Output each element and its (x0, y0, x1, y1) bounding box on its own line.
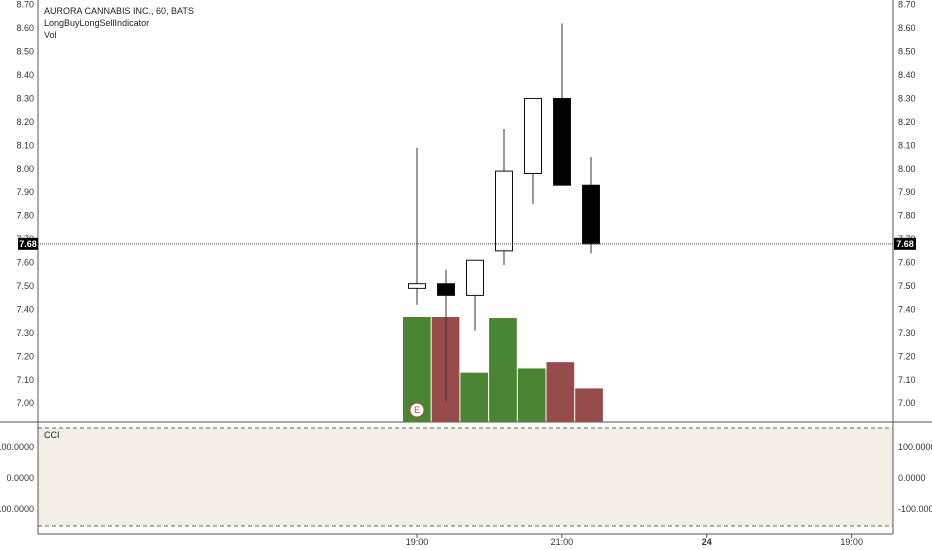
time-tick-label: 24 (702, 537, 712, 547)
price-tick-right: 7.80 (898, 211, 916, 221)
price-tick-right: 7.60 (898, 258, 916, 268)
price-tick-right: 8.70 (898, 0, 916, 10)
time-tick-label: 19:00 (840, 537, 863, 547)
last-price-badge-right (894, 237, 916, 250)
indicator-vol-label: Vol (44, 30, 57, 40)
price-tick-right: 7.10 (898, 375, 916, 385)
price-tick-right: 7.90 (898, 187, 916, 197)
candle-body (524, 97, 542, 174)
cci-tick-left-3: -100.0000 (0, 504, 34, 514)
candle-body (495, 170, 513, 252)
price-tick-right: 8.20 (898, 117, 916, 127)
volume-series (403, 317, 603, 422)
candle-body (553, 97, 571, 186)
volume-bar (460, 372, 489, 422)
earnings-marker-icon[interactable] (409, 402, 425, 418)
price-tick-right: 8.50 (898, 47, 916, 57)
volume-bar (517, 368, 546, 422)
cci-band (38, 428, 893, 526)
price-tick-right: 7.00 (898, 398, 916, 408)
candle-series (408, 23, 600, 401)
last-price-label-left: 7.68 (19, 239, 37, 249)
price-tick-left: 7.80 (16, 211, 34, 221)
price-tick-left: 7.10 (16, 375, 34, 385)
cci-tick-left-2: 0.0000 (6, 473, 34, 483)
price-tick-right: 8.40 (898, 70, 916, 80)
price-tick-left: 8.40 (16, 70, 34, 80)
price-tick-left: 8.60 (16, 23, 34, 33)
earnings-marker-label: E (414, 405, 420, 415)
candle-body (466, 259, 484, 296)
price-tick-right: 7.40 (898, 304, 916, 314)
cci-tick-right-3: -100.0000 (898, 504, 932, 514)
indicator-longbuy-label: LongBuyLongSellIndicator (44, 18, 149, 28)
price-tick-right: 8.60 (898, 23, 916, 33)
price-tick-left: 7.00 (16, 398, 34, 408)
price-tick-left: 8.20 (16, 117, 34, 127)
candle-body (408, 283, 426, 289)
price-tick-left: 7.60 (16, 258, 34, 268)
price-tick-left: 7.90 (16, 187, 34, 197)
candle-body (582, 184, 600, 245)
price-axis-right: 7.007.107.207.307.407.507.607.707.807.90… (898, 0, 916, 408)
price-tick-left: 7.50 (16, 281, 34, 291)
time-tick-label: 19:00 (406, 537, 429, 547)
cci-tick-left-1: 100.0000 (0, 442, 34, 452)
price-tick-left: 7.30 (16, 328, 34, 338)
price-tick-right: 7.30 (898, 328, 916, 338)
symbol-title: AURORA CANNABIS INC., 60, BATS (44, 6, 194, 16)
price-tick-right: 7.50 (898, 281, 916, 291)
last-price-label-right: 7.68 (896, 239, 914, 249)
volume-bar (546, 362, 575, 422)
price-tick-left: 7.40 (16, 304, 34, 314)
price-tick-left: 8.50 (16, 47, 34, 57)
price-axis-left: 7.007.107.207.307.407.507.607.707.807.90… (16, 0, 34, 408)
price-tick-left: 7.20 (16, 351, 34, 361)
price-tick-left: 8.00 (16, 164, 34, 174)
cci-tick-right-1: 100.0000 (898, 442, 932, 452)
candle-body (437, 283, 455, 296)
time-tick-label: 21:00 (551, 537, 574, 547)
price-tick-left: 8.30 (16, 93, 34, 103)
volume-bar (575, 388, 603, 422)
last-price-badge-left (18, 237, 38, 250)
cci-tick-right-2: 0.0000 (898, 473, 926, 483)
price-tick-right: 8.00 (898, 164, 916, 174)
price-tick-right: 8.30 (898, 93, 916, 103)
price-tick-left: 8.70 (16, 0, 34, 10)
volume-bar (489, 318, 517, 422)
price-tick-left: 8.10 (16, 140, 34, 150)
price-tick-right: 7.20 (898, 351, 916, 361)
cci-label: CCI (44, 430, 60, 440)
price-tick-right: 8.10 (898, 140, 916, 150)
